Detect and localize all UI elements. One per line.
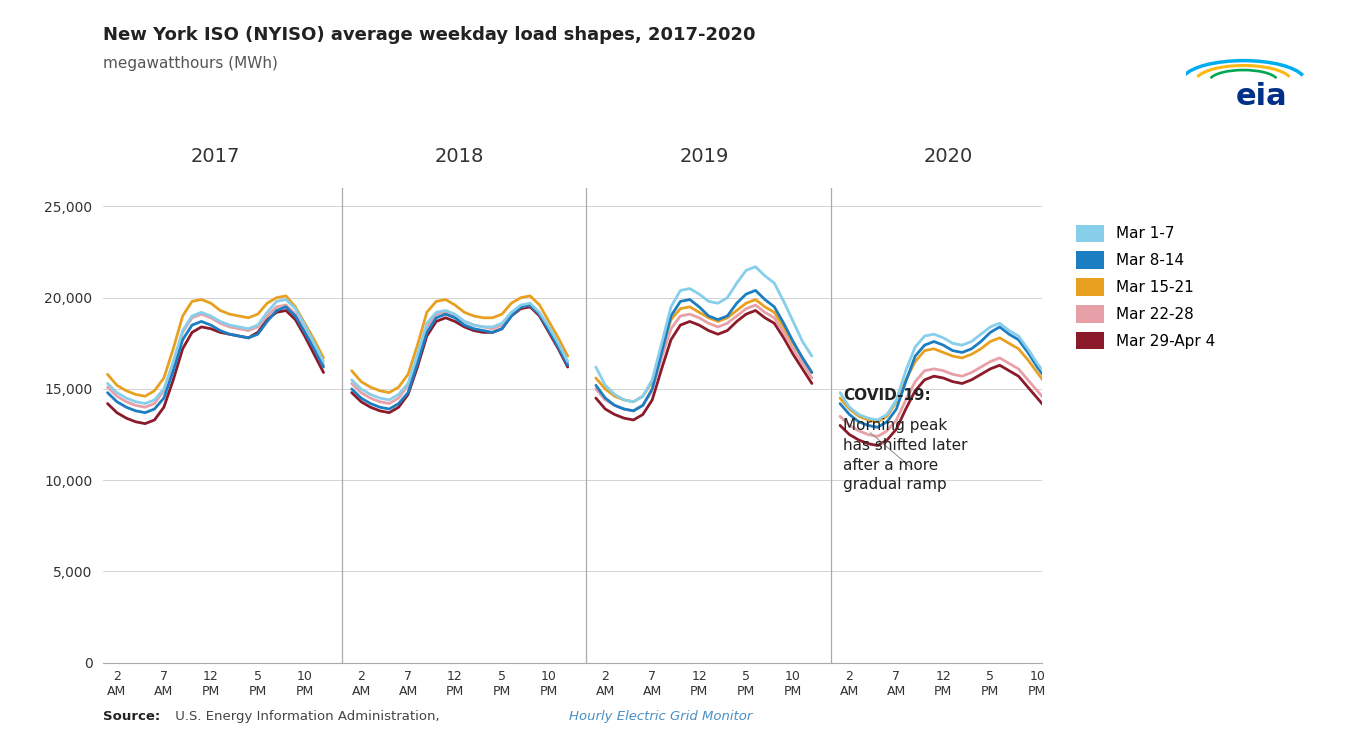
- Text: New York ISO (NYISO) average weekday load shapes, 2017-2020: New York ISO (NYISO) average weekday loa…: [103, 26, 755, 44]
- Text: Source:: Source:: [103, 710, 160, 723]
- Text: Morning peak
has shifted later
after a more
gradual ramp: Morning peak has shifted later after a m…: [843, 418, 968, 492]
- Text: Hourly Electric Grid Monitor: Hourly Electric Grid Monitor: [569, 710, 753, 723]
- Text: 2018: 2018: [435, 148, 484, 166]
- Text: U.S. Energy Information Administration,: U.S. Energy Information Administration,: [171, 710, 444, 723]
- Text: 2017: 2017: [191, 148, 240, 166]
- Text: 2019: 2019: [679, 148, 728, 166]
- Text: COVID-19:: COVID-19:: [843, 388, 931, 403]
- Legend: Mar 1-7, Mar 8-14, Mar 15-21, Mar 22-28, Mar 29-Apr 4: Mar 1-7, Mar 8-14, Mar 15-21, Mar 22-28,…: [1071, 218, 1222, 355]
- Text: eia: eia: [1235, 82, 1287, 111]
- Text: megawatthours (MWh): megawatthours (MWh): [103, 56, 278, 72]
- Text: 2020: 2020: [924, 148, 972, 166]
